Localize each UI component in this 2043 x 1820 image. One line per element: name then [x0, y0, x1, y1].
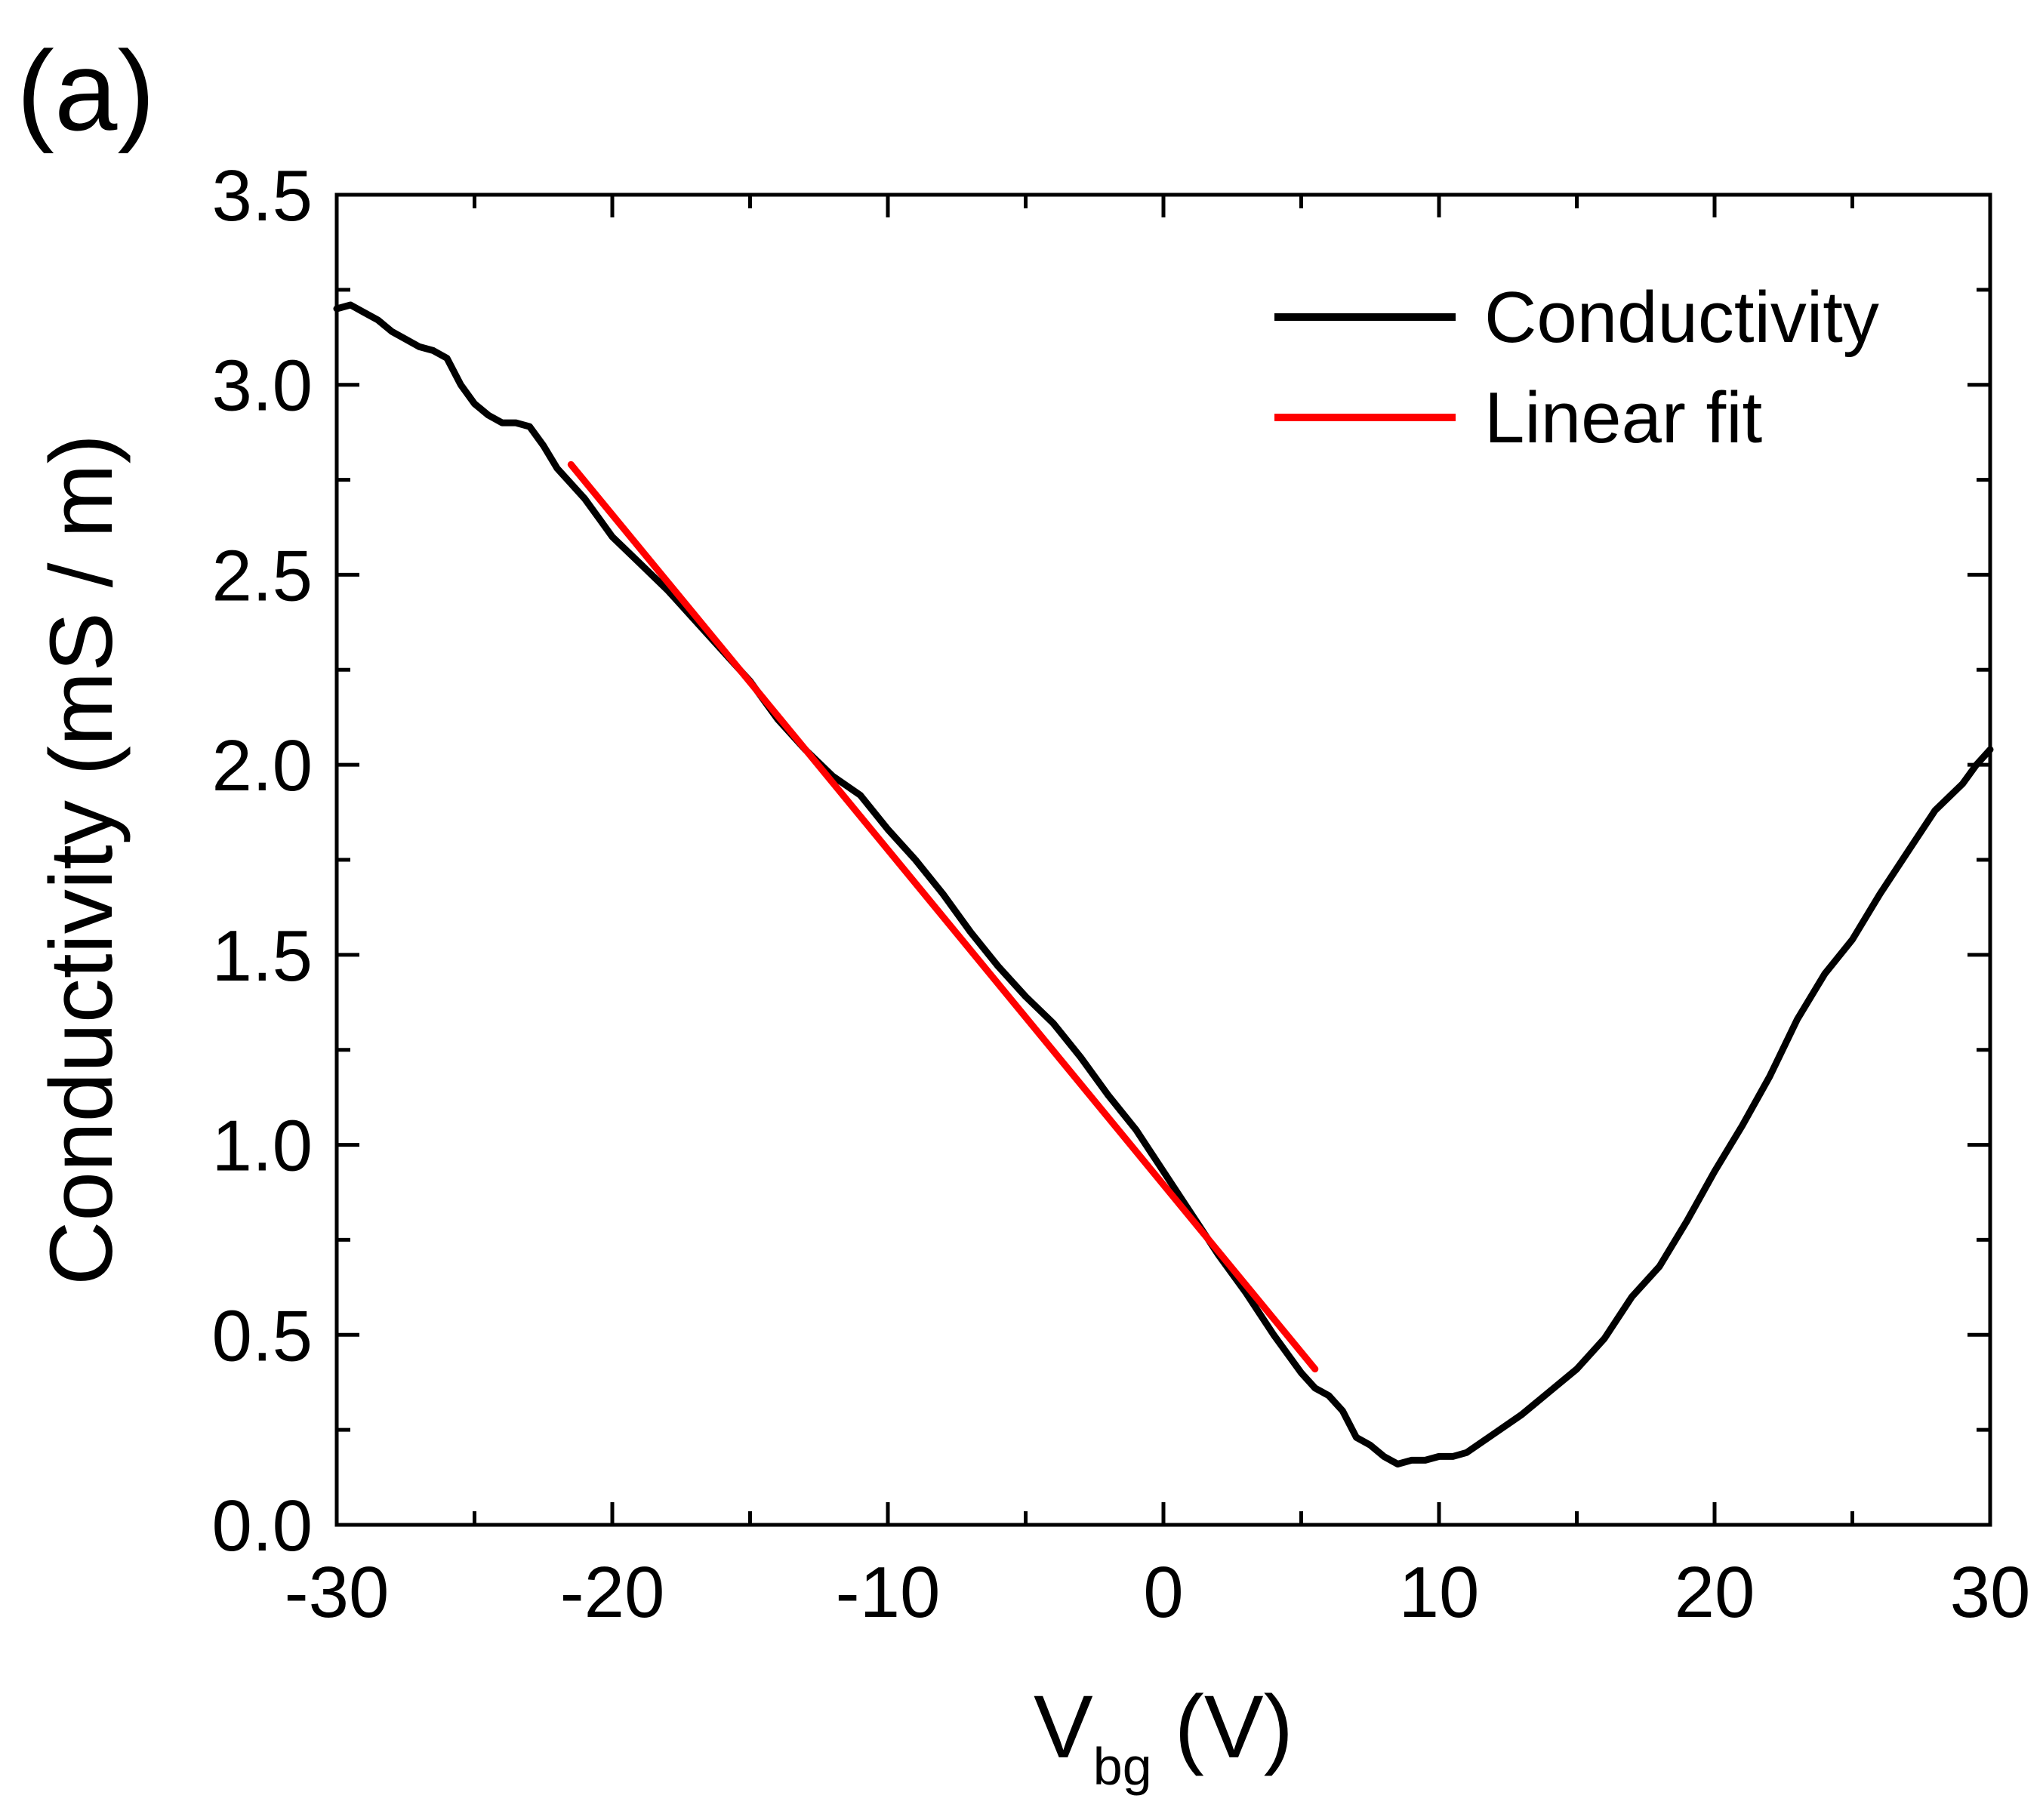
y-tick-label: 3.0 [212, 346, 313, 427]
x-tick-label: 0 [1143, 1552, 1183, 1633]
plot-area [333, 192, 1994, 1527]
x-tick-label: -30 [285, 1552, 390, 1633]
y-tick-label: 0.0 [212, 1486, 313, 1566]
legend-label-linear-fit: Linear fit [1484, 377, 1762, 458]
y-tick-label: 1.5 [212, 916, 313, 996]
x-axis-title: Vbg (V) [1034, 1677, 1293, 1796]
panel-label: (a) [17, 27, 155, 154]
series-line-conductivity [333, 301, 1994, 1467]
x-axis-tick-labels: -30 -20 -10 0 10 20 30 [285, 1552, 2031, 1633]
y-tick-label: 1.0 [212, 1106, 313, 1187]
y-tick-label: 3.5 [212, 156, 313, 236]
x-tick-label: 30 [1950, 1552, 2031, 1633]
y-axis-ticks [337, 192, 1990, 1527]
x-tick-label: -20 [560, 1552, 665, 1633]
x-axis-ticks [334, 195, 1992, 1525]
x-axis-title-unit: (V) [1175, 1677, 1293, 1777]
y-axis-tick-labels: 0.0 0.5 1.0 1.5 2.0 2.5 3.0 3.5 [212, 156, 313, 1566]
legend-label-conductivity: Conductivity [1484, 277, 1879, 358]
y-tick-label: 2.5 [212, 535, 313, 616]
legend: Conductivity Linear fit [1274, 277, 1879, 458]
y-tick-label: 2.0 [212, 725, 313, 806]
series-line-linear-fit [567, 460, 1319, 1373]
x-axis-title-subscript: bg [1093, 1737, 1152, 1796]
x-tick-label: 20 [1675, 1552, 1755, 1633]
x-tick-label: -10 [836, 1552, 941, 1633]
y-tick-label: 0.5 [212, 1295, 313, 1376]
plot-frame [334, 192, 1992, 1527]
y-axis-title: Conductivity (mS / m) [32, 434, 131, 1286]
x-tick-label: 10 [1399, 1552, 1480, 1633]
series-layer [333, 301, 1994, 1467]
x-axis-title-main: V [1034, 1677, 1093, 1777]
